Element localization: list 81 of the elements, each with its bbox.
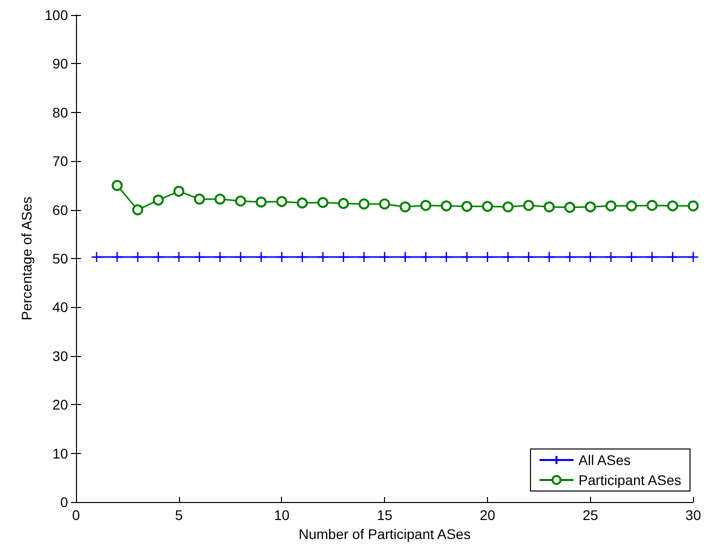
point — [482, 251, 494, 263]
point — [173, 186, 184, 197]
point — [112, 251, 123, 263]
point — [666, 251, 678, 263]
point — [544, 201, 555, 212]
point — [214, 251, 226, 263]
point — [400, 201, 411, 212]
point — [502, 251, 514, 263]
point — [276, 251, 288, 263]
point — [523, 200, 534, 211]
point — [152, 251, 164, 263]
point — [564, 202, 576, 213]
point — [688, 200, 699, 212]
point — [173, 251, 185, 263]
legend-label: Participant ASes — [578, 472, 682, 488]
point — [605, 200, 616, 212]
x-tick-label: 0 — [72, 507, 80, 523]
point — [90, 251, 102, 263]
y-tick-label: 60 — [52, 202, 68, 218]
point — [605, 251, 617, 263]
point — [440, 200, 452, 212]
point — [379, 198, 390, 210]
x-tick-label: 25 — [582, 507, 598, 523]
y-tick-label: 10 — [52, 445, 68, 462]
point — [234, 251, 246, 263]
point — [112, 180, 123, 191]
point — [256, 251, 267, 263]
point — [296, 197, 308, 208]
point — [338, 198, 349, 209]
point — [256, 196, 267, 208]
point — [420, 251, 432, 263]
x-tick-label: 10 — [274, 507, 290, 523]
x-tick-label: 20 — [480, 507, 496, 523]
y-tick-label: 20 — [52, 396, 68, 413]
point — [522, 251, 534, 263]
point — [626, 200, 637, 212]
y-tick-label: 90 — [52, 56, 68, 72]
y-tick-label: 80 — [52, 104, 68, 120]
x-tick-label: 30 — [685, 507, 702, 523]
point — [358, 198, 370, 210]
point — [564, 251, 576, 263]
y-axis-title: Percentage of ASes — [18, 196, 35, 320]
point — [296, 251, 308, 263]
point — [338, 251, 350, 263]
y-tick-label: 40 — [52, 299, 68, 316]
y-tick-label: 0 — [60, 494, 68, 510]
y-tick-label: 30 — [52, 348, 68, 364]
x-axis-title: Number of Participant ASes — [298, 526, 471, 542]
point — [276, 196, 288, 208]
point — [502, 201, 514, 212]
point — [461, 200, 472, 212]
point — [688, 251, 699, 263]
x-tick-label: 15 — [376, 507, 393, 523]
point — [378, 251, 390, 263]
point — [420, 200, 432, 211]
point — [544, 251, 555, 263]
point — [214, 194, 226, 205]
y-tick-label: 100 — [44, 7, 68, 23]
legend-label: All ASes — [578, 452, 631, 468]
point — [646, 251, 658, 263]
point — [132, 204, 144, 216]
x-tick-label: 5 — [174, 507, 183, 523]
point — [194, 251, 206, 263]
point — [646, 200, 658, 211]
point — [667, 200, 678, 212]
point — [584, 251, 596, 263]
point — [461, 251, 473, 263]
point — [317, 196, 328, 208]
point — [400, 251, 411, 263]
point — [235, 196, 246, 207]
point — [440, 251, 452, 263]
point — [152, 194, 164, 206]
y-tick-label: 70 — [52, 153, 68, 170]
y-tick-label: 50 — [52, 250, 68, 266]
point — [584, 201, 596, 212]
point — [317, 251, 329, 263]
point — [132, 251, 144, 263]
point — [194, 194, 205, 205]
point — [482, 200, 493, 212]
point — [626, 251, 638, 263]
point — [358, 251, 370, 263]
